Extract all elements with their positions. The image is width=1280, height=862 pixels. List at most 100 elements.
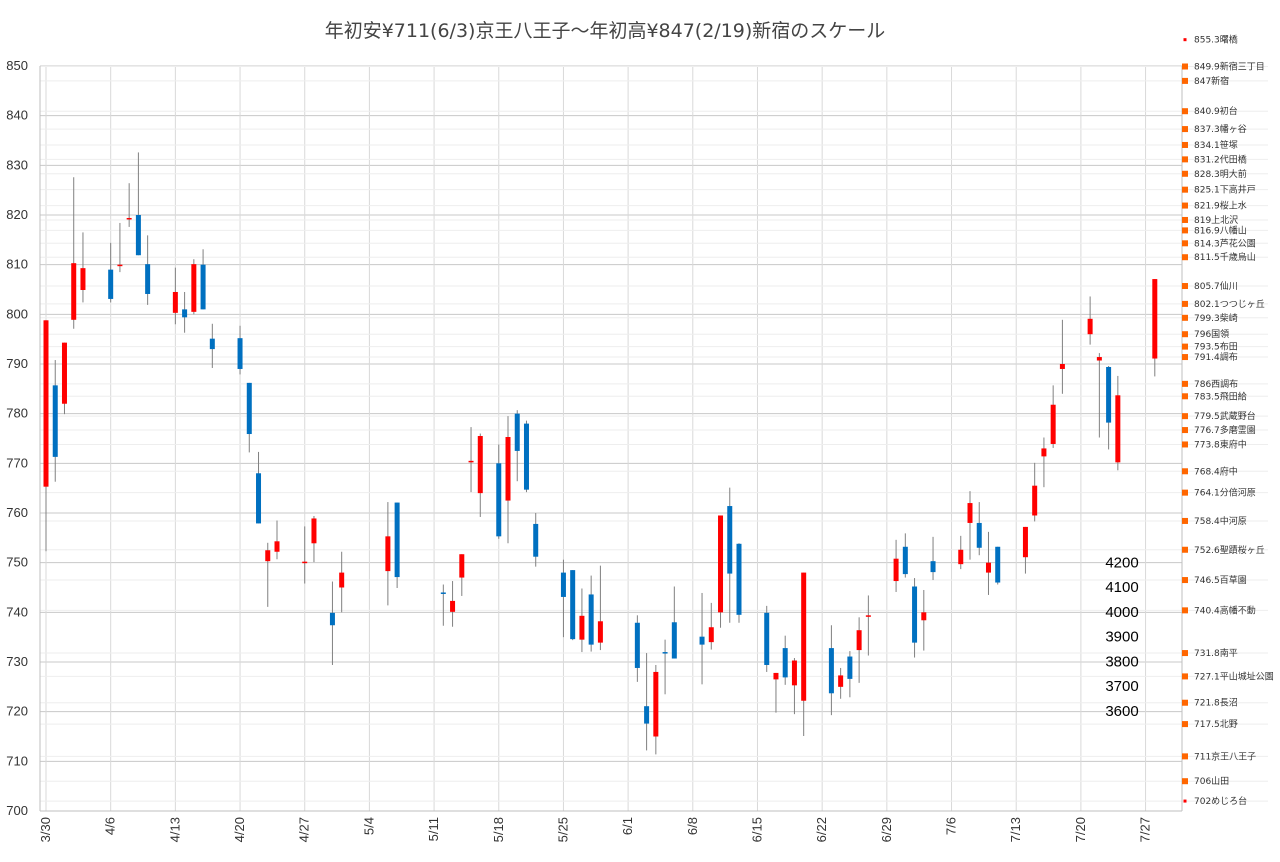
station-marker — [1182, 141, 1188, 148]
candle-body — [699, 636, 705, 645]
station-marker — [1182, 441, 1188, 448]
station-label: 799.3柴崎 — [1194, 312, 1238, 324]
y-tick-label: 800 — [6, 306, 28, 321]
x-tick-label: 7/6 — [944, 817, 959, 835]
candle-body — [43, 320, 49, 487]
y-tick-label: 740 — [6, 604, 28, 619]
x-tick-label: 6/29 — [879, 817, 894, 842]
station-label: 706山田 — [1194, 776, 1229, 787]
station-label: 764.1分倍河原 — [1194, 487, 1256, 499]
x-tick-label: 5/11 — [426, 817, 441, 841]
station-marker — [1182, 108, 1188, 115]
station-label: 837.3幡ヶ谷 — [1194, 123, 1247, 135]
candle-body — [995, 546, 1001, 583]
station-marker — [1183, 38, 1187, 42]
candle-body — [838, 675, 844, 687]
station-marker — [1182, 227, 1188, 234]
station-marker — [1182, 753, 1188, 760]
candle-body — [117, 264, 123, 267]
candle-body — [727, 506, 733, 574]
x-tick-label: 4/13 — [167, 817, 182, 842]
station-label: 783.5飛田給 — [1194, 390, 1247, 402]
candle-body — [579, 615, 585, 640]
candle-body — [52, 385, 58, 457]
station-label: 825.1下高井戸 — [1194, 184, 1256, 196]
candle-body — [523, 423, 529, 490]
candle-body — [801, 572, 807, 701]
station-marker — [1182, 314, 1188, 321]
candle-body — [71, 263, 77, 320]
candle-body — [1087, 318, 1093, 335]
candle-body — [560, 572, 566, 597]
station-marker — [1182, 489, 1188, 496]
station-label: 796国領 — [1194, 328, 1229, 340]
station-label: 776.7多磨霊園 — [1194, 424, 1256, 436]
station-marker — [1182, 721, 1188, 728]
x-tick-label: 6/1 — [620, 817, 635, 835]
candle-body — [1096, 357, 1102, 361]
candle-body — [976, 522, 982, 548]
station-marker — [1182, 170, 1188, 177]
station-marker — [1182, 300, 1188, 307]
y-tick-label: 830 — [6, 157, 28, 172]
candle-body — [930, 561, 936, 573]
station-marker — [1182, 283, 1188, 290]
candle-body — [440, 592, 446, 594]
station-marker — [1182, 607, 1188, 614]
x-tick-label: 6/22 — [814, 817, 829, 842]
y-tick-label: 780 — [6, 406, 28, 421]
station-scale: 855.3曙橋 849.9新宿三丁目 847新宿 840.9初台 837.3幡ヶ谷 834… — [1182, 34, 1274, 807]
candle-body — [302, 561, 308, 564]
candle-body — [191, 264, 197, 312]
candle-body — [311, 518, 317, 544]
x-tick-label: 6/15 — [749, 817, 764, 842]
station-marker — [1182, 380, 1188, 387]
index-axis-label: 3700 — [1105, 678, 1138, 695]
station-label: 849.9新宿三丁目 — [1194, 60, 1265, 72]
index-axis-label: 3900 — [1105, 629, 1138, 646]
station-marker — [1183, 799, 1187, 803]
station-marker — [1182, 577, 1188, 584]
candle-body — [182, 309, 188, 318]
station-marker — [1182, 778, 1188, 785]
x-tick-label: 6/8 — [685, 817, 700, 835]
candle-body — [477, 436, 483, 494]
candle-body — [450, 600, 456, 612]
station-marker — [1182, 354, 1188, 361]
station-marker — [1182, 546, 1188, 553]
candle-body — [172, 291, 178, 313]
candle-body — [533, 523, 539, 557]
candle-body — [200, 264, 206, 310]
candle-body — [597, 621, 603, 643]
candle-body — [329, 612, 335, 626]
candle-body — [339, 572, 345, 588]
x-tick-label: 4/27 — [297, 817, 312, 842]
y-tick-label: 760 — [6, 505, 28, 520]
candle-body — [237, 338, 243, 369]
station-label: 802.1つつじヶ丘 — [1194, 299, 1265, 310]
y-tick-label: 810 — [6, 257, 28, 272]
candle-body — [1106, 366, 1112, 423]
candle-body — [126, 217, 132, 220]
y-tick-label: 770 — [6, 455, 28, 470]
station-label: 814.3芦花公園 — [1194, 237, 1256, 249]
y-tick-label: 720 — [6, 704, 28, 719]
station-label: 786西調布 — [1194, 378, 1238, 390]
candle-body — [828, 648, 834, 694]
station-marker — [1182, 254, 1188, 261]
candle-body — [644, 706, 650, 724]
index-axis-label: 3800 — [1105, 653, 1138, 670]
candle-body — [265, 550, 271, 562]
station-label: 779.5武蔵野台 — [1194, 410, 1256, 422]
candle-body — [1041, 448, 1047, 457]
x-tick-label: 5/25 — [555, 817, 570, 842]
station-marker — [1182, 413, 1188, 420]
station-label: 828.3明大前 — [1194, 168, 1247, 180]
candle-body — [1152, 279, 1158, 359]
index-axis-label: 4100 — [1105, 579, 1138, 596]
station-gridlines — [40, 65, 1268, 802]
candle-body — [209, 338, 215, 350]
candle-body — [1115, 395, 1121, 463]
station-marker — [1182, 468, 1188, 475]
